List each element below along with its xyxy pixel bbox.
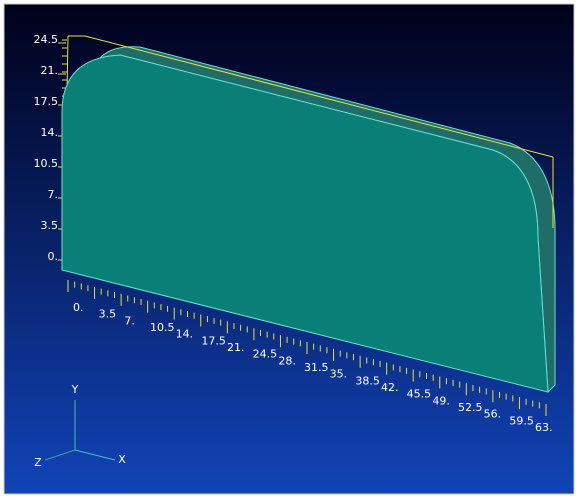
triad-z-label: Z xyxy=(34,456,42,469)
x-ruler-label: 7. xyxy=(124,314,135,327)
x-ruler-label: 52.5 xyxy=(458,401,483,414)
y-ruler-label: 10.5 xyxy=(34,157,59,170)
y-ruler-label: 21. xyxy=(41,64,59,77)
x-ruler-label: 45.5 xyxy=(407,388,432,401)
x-ruler-label: 10.5 xyxy=(150,321,175,334)
x-ruler-label: 42. xyxy=(381,381,399,394)
y-ruler-label: 17.5 xyxy=(34,95,59,108)
x-ruler-label: 17.5 xyxy=(201,334,226,347)
triad-y-label: Y xyxy=(71,383,79,396)
x-ruler-label: 35. xyxy=(330,368,348,381)
y-ruler-label: 14. xyxy=(41,126,59,139)
x-ruler-label: 0. xyxy=(73,301,84,314)
y-ruler-label: 3.5 xyxy=(41,219,59,232)
cad-viewport: 24.521.17.514.10.57.3.50.0.3.57.10.514.1… xyxy=(0,0,578,500)
x-ruler-label: 63. xyxy=(535,421,553,434)
x-ruler-label: 3.5 xyxy=(99,308,117,321)
y-ruler-label: 24.5 xyxy=(34,33,59,46)
y-ruler-label: 7. xyxy=(48,188,59,201)
x-ruler-label: 21. xyxy=(227,341,245,354)
x-ruler-label: 56. xyxy=(484,408,502,421)
x-ruler-label: 59.5 xyxy=(509,414,534,427)
x-ruler-label: 38.5 xyxy=(355,374,380,387)
x-ruler-label: 14. xyxy=(176,328,194,341)
x-ruler-label: 24.5 xyxy=(253,348,278,361)
triad-x-label: X xyxy=(118,453,126,466)
x-ruler-label: 28. xyxy=(278,354,296,367)
y-ruler-label: 0. xyxy=(48,250,59,263)
x-ruler-label: 49. xyxy=(432,394,450,407)
x-ruler-label: 31.5 xyxy=(304,361,329,374)
